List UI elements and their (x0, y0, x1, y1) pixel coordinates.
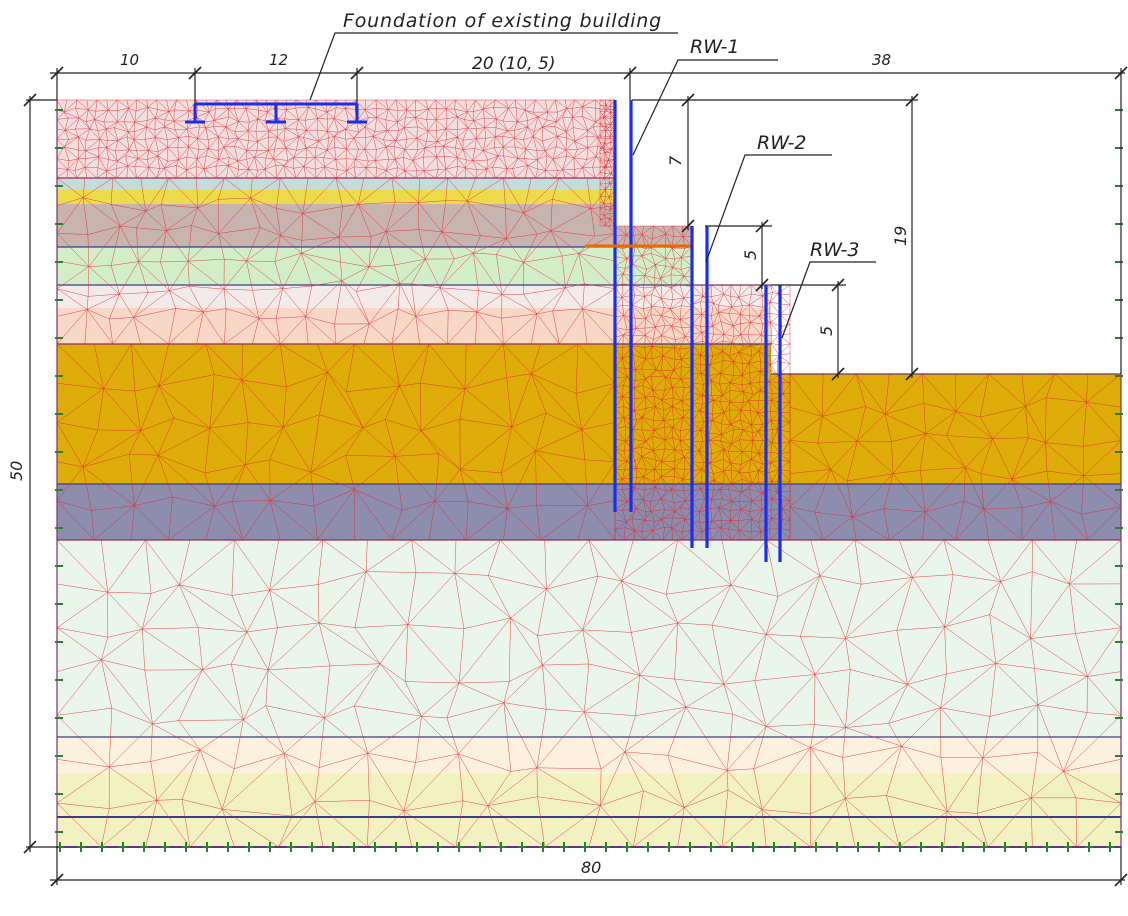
dim-7: 7 (666, 155, 685, 166)
mesh-region (56, 177, 616, 345)
retaining-walls (585, 100, 782, 562)
soil-layers (56, 100, 1122, 848)
gravel-layer-left (57, 344, 771, 484)
dim-20: 20 (10, 5) (472, 54, 556, 74)
dim-10: 10 (120, 51, 139, 69)
silt-layer-step1 (615, 226, 693, 247)
boundary-supports (55, 109, 1123, 852)
peach-layer (57, 308, 771, 344)
foundation-label: Foundation of existing building (343, 10, 662, 32)
dim-5a: 5 (741, 250, 760, 260)
dim-12: 12 (269, 51, 288, 69)
sand-layer (57, 190, 615, 204)
silt-layer (57, 204, 615, 247)
label-leaders (309, 32, 876, 339)
mesh-region (56, 539, 1122, 848)
mesh-region (56, 99, 616, 179)
dim-38: 38 (872, 51, 891, 69)
mesh-region (789, 373, 1122, 541)
dim-80: 80 (581, 858, 601, 877)
rw3-label: RW-3 (810, 239, 859, 261)
dim-50: 50 (7, 461, 26, 481)
loam-layer (57, 247, 693, 285)
text-labels: Foundation of existing building RW-1 RW-… (7, 10, 910, 877)
fill-layer (57, 100, 615, 178)
rw2-label: RW-2 (757, 132, 806, 154)
pale-green-layer (57, 540, 1121, 737)
rw1-label: RW-1 (690, 36, 739, 58)
dense-layer (57, 484, 1121, 540)
mesh-region (56, 343, 616, 541)
dim-19: 19 (891, 226, 910, 246)
clay-layer (57, 178, 615, 190)
gravel-layer-right (771, 374, 1121, 484)
dim-5b: 5 (817, 326, 836, 336)
light-layer (57, 285, 771, 308)
pale-yellow-layer (57, 774, 1121, 847)
dimension-lines (23, 66, 1128, 887)
existing-foundation (185, 102, 367, 124)
